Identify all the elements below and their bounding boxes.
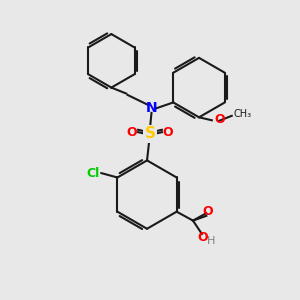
Text: H: H bbox=[207, 236, 215, 246]
Text: O: O bbox=[127, 126, 137, 139]
Text: N: N bbox=[146, 101, 157, 116]
Text: S: S bbox=[145, 126, 155, 141]
Text: O: O bbox=[214, 113, 224, 126]
Text: Cl: Cl bbox=[86, 167, 100, 179]
Text: O: O bbox=[202, 205, 213, 218]
Text: CH₃: CH₃ bbox=[234, 109, 252, 119]
Text: O: O bbox=[163, 126, 173, 139]
Text: O: O bbox=[197, 231, 208, 244]
